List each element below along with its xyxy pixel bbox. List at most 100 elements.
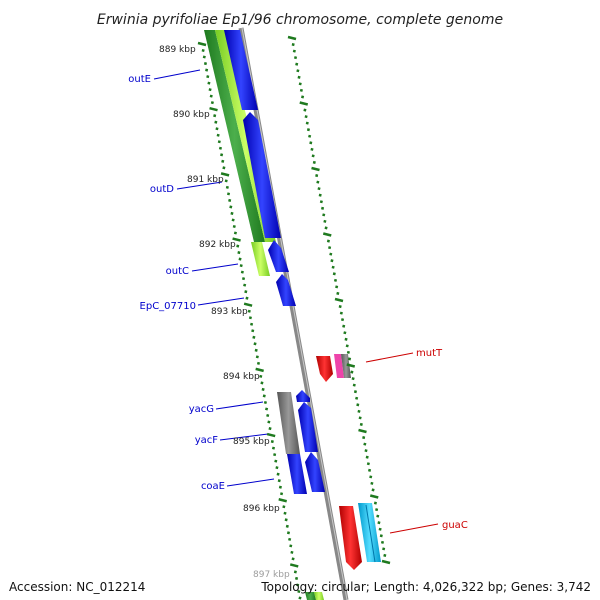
leader-EpC_07710 — [197, 297, 245, 306]
tick-mark — [210, 101, 214, 105]
tick-mark — [299, 88, 303, 92]
tick-mark — [247, 309, 251, 313]
tick-mark — [273, 453, 277, 457]
tick-mark — [303, 108, 307, 112]
tick-mark — [344, 337, 348, 341]
tick-mark — [213, 114, 217, 118]
tick-mark — [259, 374, 263, 378]
tick-mark — [287, 35, 297, 41]
tick-mark — [301, 95, 305, 99]
gene-label-outE[interactable]: outE — [128, 74, 151, 85]
leader-mutT — [365, 352, 414, 363]
tick-mark — [312, 160, 316, 164]
tick-mark — [310, 147, 314, 151]
tick-mark — [278, 498, 288, 503]
gene-label-yacG[interactable]: yacG — [189, 404, 214, 415]
cds-coaE — [287, 454, 307, 494]
gene-label-outC[interactable]: outC — [166, 266, 189, 277]
map-title: Erwinia pyrifoliae Ep1/96 chromosome, co… — [97, 12, 503, 28]
tick-mark — [279, 492, 284, 496]
tick-mark — [296, 583, 300, 587]
tick-mark — [238, 257, 242, 261]
gene-label-mutT[interactable]: mutT — [416, 348, 443, 359]
tick-mark — [356, 403, 360, 407]
tick-mark — [311, 166, 320, 172]
tick-mark — [229, 205, 233, 209]
feature-cyan — [358, 503, 381, 562]
tick-mark — [326, 239, 330, 243]
tick-mark — [203, 62, 208, 66]
tick-mark — [224, 179, 228, 183]
cds-mutT — [316, 356, 333, 382]
tick-mark — [209, 94, 213, 98]
tick-mark — [369, 494, 379, 499]
tick-mark — [375, 508, 379, 512]
genome-summary: Topology: circular; Length: 4,026,322 bp… — [261, 580, 591, 594]
tick-mark — [267, 420, 271, 424]
tick-mark — [345, 344, 349, 348]
tick-mark — [289, 544, 293, 548]
tick-mark — [357, 409, 361, 413]
tick-mark — [330, 259, 334, 263]
tick-mark — [209, 106, 218, 112]
tick-mark — [382, 547, 386, 551]
leader-yacF — [219, 433, 269, 441]
tick-mark — [266, 432, 276, 438]
cds-yacF — [298, 402, 318, 452]
tick-mark — [294, 576, 299, 580]
tick-mark — [291, 557, 295, 561]
tick-mark — [236, 244, 240, 248]
tick-mark — [217, 140, 221, 144]
tick-mark — [297, 75, 301, 79]
tick-mark — [304, 115, 308, 119]
gene-label-EpC_07710[interactable]: EpC_07710 — [140, 301, 196, 312]
feature-yacG-gray — [277, 392, 300, 454]
tick-mark — [296, 69, 300, 73]
tick-mark — [380, 540, 385, 544]
tick-mark — [201, 48, 205, 53]
gc-band-lower — [251, 242, 270, 276]
gene-label-guaC[interactable]: guaC — [442, 520, 468, 531]
gc-ring-bottom — [305, 592, 316, 600]
tick-mark — [351, 377, 355, 381]
tick-mark — [306, 128, 311, 132]
tick-mark — [263, 400, 267, 404]
tick-mark — [230, 211, 234, 215]
tick-mark — [286, 531, 291, 535]
tick-mark — [231, 218, 235, 222]
tick-mark — [282, 505, 286, 509]
tick-mark — [240, 270, 244, 274]
tick-mark — [328, 246, 332, 250]
tick-mark — [322, 232, 332, 237]
tick-mark — [253, 342, 257, 346]
tick-mark — [214, 120, 218, 124]
tick-mark — [239, 264, 243, 268]
tick-mark — [332, 272, 336, 276]
tick-mark — [324, 226, 328, 230]
gene-label-outD[interactable]: outD — [150, 184, 174, 195]
tick-mark — [331, 265, 335, 269]
tick-mark — [376, 514, 380, 518]
tick-mark — [254, 348, 258, 352]
tick-marks-outer — [287, 35, 391, 565]
tick-mark — [297, 589, 301, 594]
tick-mark — [298, 82, 302, 86]
tick-mark — [318, 193, 322, 197]
tick-mark — [244, 290, 248, 294]
tick-mark — [216, 133, 220, 137]
tick-mark — [316, 180, 320, 184]
tick-mark — [262, 394, 266, 398]
feature-gray-small — [341, 354, 351, 378]
gc-skew-band-dark — [204, 30, 265, 242]
gene-label-yacF[interactable]: yacF — [195, 435, 219, 446]
tick-mark — [373, 501, 377, 505]
cds-outD — [243, 112, 281, 238]
tick-label-897: 897 kbp — [253, 570, 290, 580]
tick-mark — [334, 297, 344, 303]
tick-label-894: 894 kbp — [223, 372, 260, 382]
tick-mark — [255, 367, 264, 373]
tick-label-893: 893 kbp — [211, 307, 248, 317]
tick-mark — [207, 81, 211, 85]
gene-label-coaE[interactable]: coaE — [201, 481, 225, 492]
